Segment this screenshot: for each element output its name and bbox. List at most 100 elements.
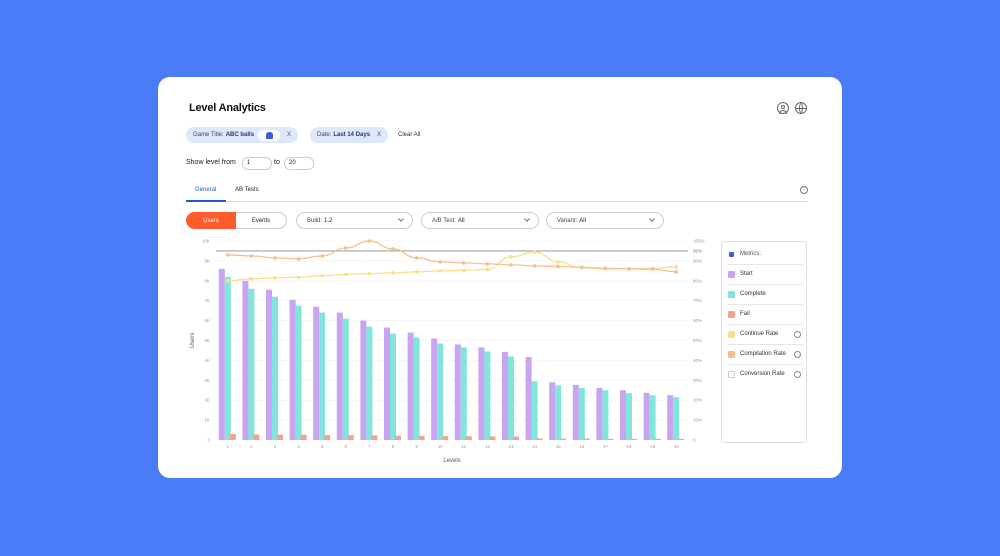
y-tick-label: 1K (204, 418, 210, 423)
point-continue-rate (532, 250, 537, 254)
x-tick-label: 20 (674, 444, 680, 449)
x-tick-label: 18 (626, 444, 632, 449)
active-tab-indicator (186, 200, 226, 202)
bar-complete (366, 326, 373, 440)
legend-divider (727, 364, 803, 365)
bar-fail (347, 435, 354, 440)
users-toggle-button[interactable]: Users (186, 212, 236, 229)
info-icon[interactable]: i (800, 186, 808, 194)
bar-fail (536, 438, 543, 440)
bar-complete (531, 381, 538, 440)
point-continue-rate (273, 276, 277, 280)
ab-test-dropdown[interactable]: A/B Test: All (421, 212, 539, 229)
legend-divider (727, 264, 803, 265)
tab-general[interactable]: General (195, 187, 217, 193)
events-toggle-button[interactable]: Events (236, 212, 287, 229)
bar-fail (253, 434, 260, 440)
bar-complete (319, 312, 326, 440)
point-continue-rate (414, 270, 419, 274)
clear-all-button[interactable]: Clear All (398, 132, 421, 138)
bar-start (242, 280, 249, 440)
bar-start (360, 320, 367, 440)
checkbox-icon[interactable] (728, 310, 735, 318)
game-title-filter-chip[interactable]: Game Title: ABC balls X (186, 127, 299, 143)
globe-icon[interactable] (795, 102, 807, 114)
y-tick-label: 0 (207, 438, 210, 443)
bar-fail (324, 435, 331, 440)
remove-date-filter-button[interactable]: X (377, 132, 382, 138)
level-to-input[interactable]: 20 (284, 157, 314, 170)
x-tick-label: 14 (532, 444, 538, 449)
y-tick-label: 9K (204, 258, 210, 263)
checkbox-icon[interactable] (728, 270, 735, 278)
legend-item-fail[interactable]: Fail (727, 307, 803, 321)
bar-start (454, 344, 461, 440)
legend-item-label: Fail (740, 311, 750, 317)
level-from-input[interactable]: 1 (242, 157, 272, 170)
x-tick-label: 9 (415, 444, 418, 449)
bar-complete (484, 351, 491, 440)
bar-fail (607, 438, 614, 440)
bar-start (407, 332, 414, 440)
metrics-icon (729, 251, 734, 257)
build-dropdown[interactable]: Build: 1.2 (296, 212, 413, 229)
checkbox-icon[interactable] (728, 330, 735, 338)
x-tick-label: 6 (345, 444, 348, 449)
level-range-to-label: to (274, 159, 280, 166)
info-icon[interactable] (794, 350, 801, 358)
variant-dropdown-label: Variant: (557, 217, 578, 224)
x-tick-label: 3 (274, 444, 277, 449)
bar-complete (272, 296, 278, 440)
bar-complete (413, 337, 420, 440)
y-tick-label: 10K (202, 239, 210, 244)
y-tick-label: 6K (204, 318, 210, 323)
info-icon[interactable] (794, 370, 801, 378)
y2-tick-label: 100% (693, 239, 705, 244)
legend-item-continue-rate[interactable]: Continue Rate (727, 327, 803, 341)
bar-fail (631, 438, 637, 440)
y-tick-label: 8K (204, 278, 210, 283)
legend-item-start[interactable]: Start (727, 267, 803, 281)
bar-start (218, 268, 225, 440)
bar-start (478, 347, 485, 440)
x-tick-label: 15 (556, 444, 562, 449)
info-icon[interactable] (794, 330, 801, 338)
bar-complete (437, 343, 444, 440)
level-range-label: Show level from (186, 159, 236, 166)
legend-item-label: Complete (740, 291, 766, 297)
x-tick-label: 7 (368, 444, 371, 449)
bar-complete (390, 333, 396, 440)
level-analytics-chart: 0 1K 2K 3K 4K 5K 6K 7K 8K 9K 10K 0 10% 20% 30% 40% 50% 60… (190, 239, 705, 465)
point-compilation-rate (674, 270, 678, 274)
checkbox-icon[interactable] (728, 290, 735, 298)
date-filter-value: Last 14 Days (333, 132, 371, 138)
point-continue-rate (320, 274, 324, 278)
y2-tick-label: 90% (693, 258, 702, 263)
checkbox-icon[interactable] (728, 370, 735, 378)
point-compilation-rate (344, 246, 348, 250)
legend-item-complete[interactable]: Complete (727, 287, 803, 301)
point-continue-rate (438, 269, 443, 273)
bar-fail (513, 436, 519, 440)
variant-dropdown[interactable]: Variant: All (546, 212, 664, 229)
bar-start (572, 384, 579, 440)
bar-fail (442, 436, 449, 440)
bar-fail (418, 435, 425, 440)
bar-fail (489, 436, 496, 440)
bar-start (336, 312, 343, 440)
date-filter-chip[interactable]: Date: Last 14 Days X (310, 127, 389, 143)
point-compilation-rate (226, 253, 230, 257)
tab-ab-tests[interactable]: AB Tests (235, 187, 259, 193)
checkbox-icon[interactable] (728, 350, 735, 358)
x-tick-label: 1 (227, 444, 230, 449)
legend-item-label: Continue Rate (740, 331, 779, 337)
bar-fail (229, 434, 236, 440)
point-continue-rate (462, 268, 466, 273)
user-icon[interactable] (777, 102, 789, 114)
game-title-filter-value: ABC balls (225, 132, 255, 138)
point-continue-rate (509, 255, 513, 259)
legend-item-conversion-rate[interactable]: Conversion Rate (727, 367, 803, 381)
legend-item-compilation-rate[interactable]: Compilation Rate (727, 347, 803, 361)
remove-game-title-filter-button[interactable]: X (287, 132, 292, 138)
bar-fail (583, 438, 590, 440)
